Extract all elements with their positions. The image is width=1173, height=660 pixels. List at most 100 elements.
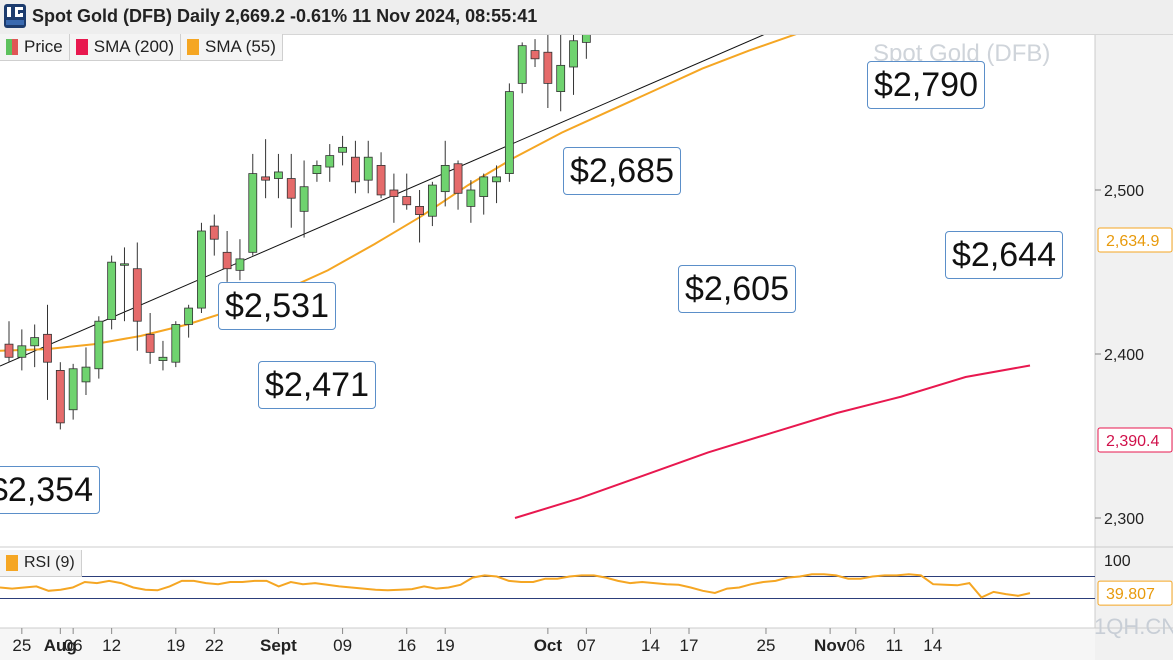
x-tick-label: 11 <box>885 636 903 655</box>
candle <box>402 173 412 210</box>
candle <box>120 247 129 322</box>
candle <box>248 153 258 256</box>
candle-down-body <box>402 196 412 206</box>
igdemo-logo-icon <box>4 4 26 28</box>
candle-down-body <box>43 333 52 363</box>
price-label-sma55: 2,634.9 <box>1097 227 1173 253</box>
candle <box>556 26 566 112</box>
rsi-legend-label: RSI (9) <box>24 554 75 571</box>
x-tick-label: 14 <box>641 636 660 655</box>
candle-up-body <box>107 261 117 320</box>
candle-up-body <box>158 356 168 361</box>
price-label-box <box>1097 227 1173 253</box>
price-swatch-icon <box>6 39 18 55</box>
callout-2644: $2,644 <box>945 231 1063 279</box>
candle-up-body <box>235 258 245 271</box>
rsi-tick-label: 100 <box>1104 553 1131 570</box>
candle <box>17 329 27 371</box>
candle-down-body <box>132 268 142 322</box>
candle-up-body <box>248 173 258 253</box>
candle-up-body <box>81 366 91 383</box>
candle <box>197 222 206 313</box>
candle-up-body <box>299 186 309 212</box>
candle-down-body <box>4 343 14 358</box>
x-tick-label: 25 <box>757 636 776 655</box>
candle-up-body <box>17 345 27 358</box>
rsi-line <box>0 573 1031 599</box>
candle <box>209 214 219 256</box>
rsi-legend[interactable]: RSI (9) <box>0 550 82 577</box>
x-tick-label: 06 <box>846 636 865 655</box>
x-tick-label: Oct <box>534 636 563 655</box>
candle <box>43 304 52 400</box>
legend-label: SMA (55) <box>205 37 276 56</box>
x-tick-label: 09 <box>333 636 352 655</box>
candle <box>4 321 14 363</box>
candle <box>55 362 65 430</box>
x-tick-label: 14 <box>923 636 942 655</box>
price-label-box <box>1097 427 1173 453</box>
candle <box>415 190 424 243</box>
price-axis-bg <box>1095 34 1173 660</box>
candle <box>132 242 142 351</box>
price-label-text: 2,390.4 <box>1106 433 1159 450</box>
candle-down-body <box>286 178 296 199</box>
site-watermark: 1QH.CN <box>1094 614 1173 639</box>
candle <box>479 173 489 215</box>
candle-down-body <box>261 176 271 181</box>
candle-up-body <box>556 64 566 93</box>
candle-down-body <box>376 164 386 196</box>
candle <box>504 83 514 182</box>
support-trendline <box>0 0 845 367</box>
candle-up-body <box>171 324 181 363</box>
callout-2685: $2,685 <box>563 147 681 195</box>
candle <box>338 135 347 166</box>
legend-item-sma55[interactable]: SMA (55) <box>181 34 282 60</box>
sma55-swatch-icon <box>187 39 200 55</box>
callout-high-2790: $2,790 <box>867 61 985 109</box>
candle <box>427 181 437 227</box>
candle <box>453 160 463 210</box>
candle-up-body <box>312 164 322 174</box>
chart-title: Spot Gold (DFB) Daily 2,669.2 -0.61% 11 … <box>32 6 538 26</box>
y-tick-label: 2,500 <box>1104 183 1144 200</box>
candle-up-body <box>184 307 194 325</box>
candle <box>530 39 540 67</box>
legend: Price SMA (200) SMA (55) <box>0 34 283 61</box>
x-tick-label: Sept <box>260 636 297 655</box>
candle <box>30 324 40 368</box>
x-tick-label: 07 <box>577 636 596 655</box>
x-tick-label: Nov <box>814 636 847 655</box>
candle <box>517 42 527 94</box>
legend-item-price[interactable]: Price <box>0 34 70 60</box>
rsi-last-label: 39.807 <box>1097 580 1173 606</box>
candle <box>543 26 553 108</box>
sma200-swatch-icon <box>75 39 88 55</box>
candle-up-body <box>440 164 450 193</box>
candle-up-body <box>274 171 283 179</box>
candle <box>312 160 322 182</box>
candle <box>492 165 501 204</box>
callout-2605: $2,605 <box>678 265 796 313</box>
candle-up-body <box>569 40 578 68</box>
candle <box>235 239 245 281</box>
candle-down-body <box>415 205 424 215</box>
candle-up-body <box>68 368 78 411</box>
rsi-swatch-icon <box>6 555 18 571</box>
candle <box>299 160 309 238</box>
x-tick-label: 12 <box>102 636 121 655</box>
candle <box>569 34 578 95</box>
candle-up-body <box>479 176 489 197</box>
candle-down-body <box>222 251 232 270</box>
candle-down-body <box>209 225 219 240</box>
sma200-line <box>514 364 1031 519</box>
x-tick-label: Aug <box>44 636 77 655</box>
legend-label: SMA (200) <box>93 37 175 56</box>
candle-up-body <box>466 189 476 207</box>
candle <box>81 347 91 395</box>
candle-down-body <box>145 333 155 353</box>
x-tick-label: 19 <box>166 636 185 655</box>
legend-item-sma200[interactable]: SMA (200) <box>70 34 182 60</box>
